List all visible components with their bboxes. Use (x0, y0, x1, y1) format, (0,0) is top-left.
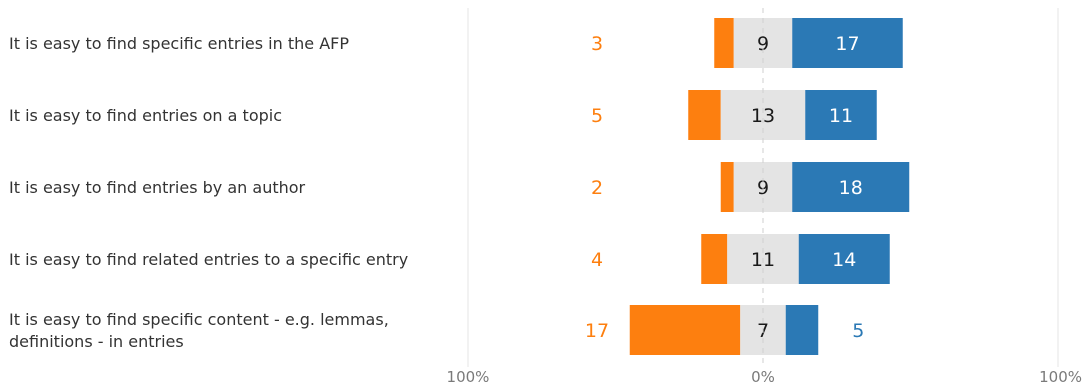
statement-label: It is easy to find entries on a topic (9, 106, 282, 125)
bar-series-1 (629, 305, 741, 355)
statement-label: It is easy to find entries by an author (9, 178, 306, 197)
data-label-series-1: 5 (591, 105, 603, 127)
x-tick-label: 0% (751, 368, 775, 386)
bar-series-1 (688, 90, 721, 140)
statement-label: It is easy to find specific entries in t… (9, 34, 349, 53)
data-label-series-1: 4 (591, 249, 603, 271)
data-label-series-2: 9 (757, 33, 769, 55)
data-label-series-2: 13 (751, 105, 775, 127)
bar-series-1 (720, 162, 734, 212)
data-label-series-3: 17 (835, 33, 859, 55)
data-label-series-3: 14 (832, 249, 856, 271)
bar-series-3 (798, 234, 890, 284)
data-label-series-3: 11 (829, 105, 853, 127)
data-label-series-1: 17 (585, 320, 609, 342)
statement-label: It is easy to find related entries to a … (9, 250, 408, 269)
bar-series-3 (785, 305, 819, 355)
data-label-series-1: 2 (591, 177, 603, 199)
bar-series-1 (714, 18, 734, 68)
data-label-series-1: 3 (591, 33, 603, 55)
bar-series-3 (792, 162, 910, 212)
x-tick-label: 100% (447, 368, 490, 386)
data-label-series-3: 5 (852, 320, 864, 342)
bar-series-3 (805, 90, 877, 140)
data-label-series-3: 18 (839, 177, 863, 199)
bar-series-1 (701, 234, 728, 284)
x-tick-label: 100% (1039, 368, 1082, 386)
bar-series-3 (792, 18, 903, 68)
statement-label: It is easy to find specific content - e.… (9, 310, 389, 351)
